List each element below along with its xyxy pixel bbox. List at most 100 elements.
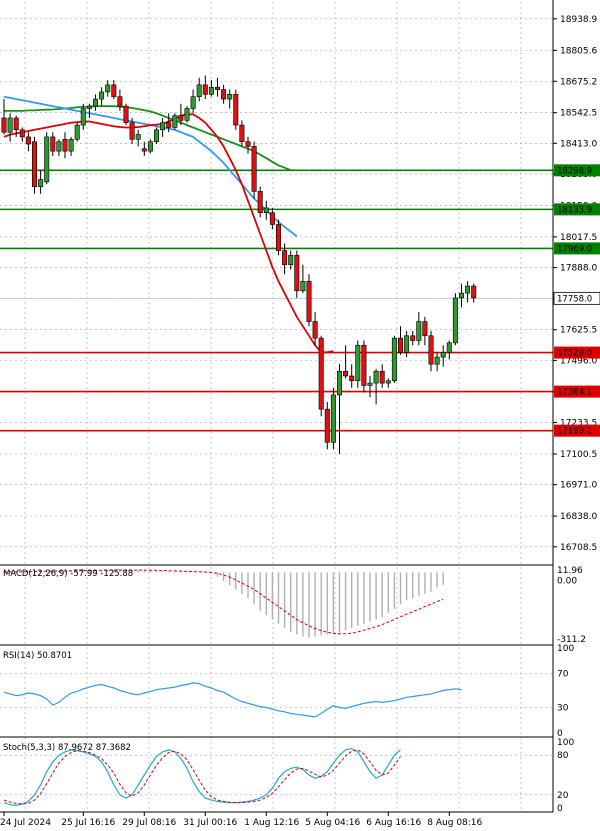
price-tick-label: 18413.0 <box>560 139 597 149</box>
candle-down <box>19 129 25 138</box>
candle-down <box>324 408 330 443</box>
candle <box>391 335 397 384</box>
candle-up <box>416 321 422 341</box>
candle-down <box>379 370 385 384</box>
candle <box>215 77 221 97</box>
candle-up <box>300 281 306 292</box>
candle-up <box>367 382 373 386</box>
candle <box>257 186 263 218</box>
candle-up <box>391 337 397 382</box>
stoch-d-line <box>3 749 401 805</box>
candle <box>172 113 178 130</box>
candle-up <box>465 285 471 294</box>
candle-up <box>373 370 379 384</box>
candle-up <box>44 136 50 183</box>
candle-down <box>166 122 172 128</box>
candle <box>288 250 294 270</box>
price-tick-label: 18675.2 <box>560 77 597 87</box>
candle <box>446 340 452 360</box>
price-tick-label: 18017.5 <box>560 233 597 243</box>
candle <box>178 103 184 126</box>
candle <box>160 117 166 137</box>
candle-down <box>251 146 257 192</box>
candle-down <box>282 250 288 266</box>
level-tag-label: 18298.9 <box>557 166 592 176</box>
time-axis: 24 Jul 2024 25 Jul 16:16 29 Jul 08:16 31 Ju… <box>0 812 483 828</box>
candle <box>196 77 202 102</box>
candle <box>86 103 92 118</box>
candle-up <box>38 179 44 187</box>
current-price-label: 17758.0 <box>557 294 592 304</box>
candle-down <box>1 117 7 133</box>
ma-green <box>4 105 292 171</box>
candle <box>154 127 160 145</box>
candle-down <box>422 321 428 337</box>
candle <box>294 250 300 298</box>
time-tick-label: 1 Aug 12:16 <box>244 818 299 828</box>
candle-down <box>202 84 208 95</box>
level-tag-label: 17969.0 <box>557 244 592 254</box>
candle <box>269 207 275 230</box>
level-tag-box <box>554 346 600 359</box>
candle <box>74 122 80 142</box>
candle-up <box>80 108 86 126</box>
candle-up <box>355 344 361 382</box>
candle-up <box>135 134 141 140</box>
candle <box>410 331 416 346</box>
candle-down <box>25 136 31 145</box>
candle <box>434 352 440 372</box>
candle-up <box>227 94 233 100</box>
current-price-box <box>553 291 600 305</box>
time-tick-label: 8 Aug 08:16 <box>427 818 482 828</box>
candle-down <box>306 281 312 322</box>
candle <box>379 364 385 388</box>
candle-up <box>172 115 178 128</box>
candles <box>1 75 477 455</box>
candle-up <box>434 356 440 365</box>
candle-up <box>68 138 74 152</box>
candle <box>68 136 74 156</box>
candle-up <box>184 108 190 121</box>
price-tick-label: 17625.5 <box>560 326 597 336</box>
candle-down <box>215 86 221 90</box>
level-lines <box>0 169 553 432</box>
candle-up <box>440 352 446 358</box>
candle-down <box>117 96 123 107</box>
candle-up <box>7 117 13 133</box>
candle-up <box>56 141 62 152</box>
price-tick-label: 18542.5 <box>560 109 597 119</box>
candle <box>416 312 422 346</box>
candle-down <box>141 148 147 152</box>
stoch-tick-label: 80 <box>557 751 569 761</box>
candle-down <box>123 105 129 124</box>
macd-tick-label: 0.00 <box>557 576 577 586</box>
price-tick-label: 16971.0 <box>560 481 597 491</box>
candle <box>13 115 19 137</box>
candle <box>239 120 245 147</box>
candle-down <box>275 224 281 251</box>
candle <box>184 106 190 123</box>
candle <box>7 113 13 142</box>
candle-down <box>269 212 275 225</box>
level-tag-label: 17199.1 <box>557 427 592 437</box>
candle <box>50 132 56 156</box>
candle <box>263 200 269 220</box>
rsi-label: RSI(14) 50.8701 <box>3 651 72 661</box>
candle <box>458 283 464 308</box>
candle <box>282 243 288 275</box>
candle <box>471 283 477 303</box>
stoch-tick-label: 0 <box>557 804 563 814</box>
candle-down <box>471 285 477 299</box>
candle <box>275 219 281 256</box>
candle-up <box>452 297 458 344</box>
price-tick-label: 17233.5 <box>560 419 597 429</box>
candle <box>141 141 147 156</box>
price-tick-label: 16708.5 <box>560 543 597 553</box>
candle-down <box>318 337 324 410</box>
time-tick-label: 29 Jul 08:16 <box>122 818 176 828</box>
candle <box>336 364 342 455</box>
candle-down <box>178 115 184 121</box>
candle-up <box>99 91 105 100</box>
